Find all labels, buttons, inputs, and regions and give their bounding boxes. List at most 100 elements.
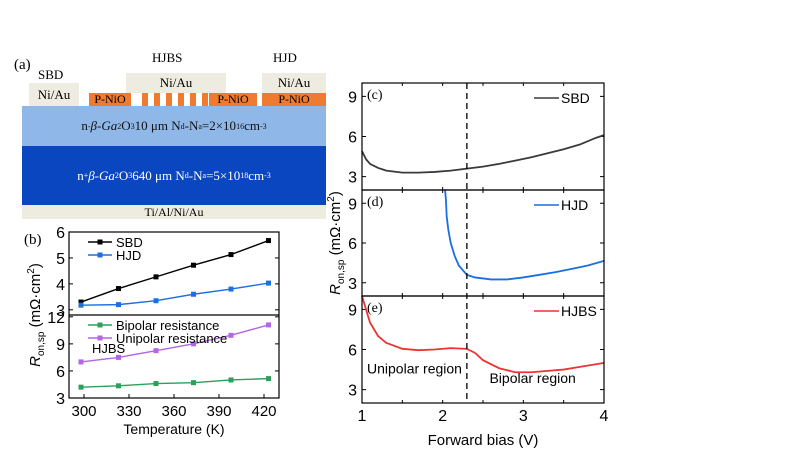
hjd-label: HJD <box>273 50 297 65</box>
legend-label: SBD <box>561 90 590 106</box>
data-point <box>228 252 234 258</box>
y-tick-label: 3 <box>56 391 65 408</box>
pnio-finger <box>202 93 208 106</box>
data-point <box>78 299 84 305</box>
legend-marker <box>97 322 103 328</box>
annotation-bipolar: Bipolar region <box>489 370 575 386</box>
x-tick-label: 300 <box>71 403 96 420</box>
panel-label-c: (c) <box>367 88 383 103</box>
y-tick-label: 6 <box>56 225 65 242</box>
pnio-finger <box>154 93 160 106</box>
data-point <box>116 383 121 389</box>
hjbs-pnio-left: P-NiO <box>89 92 131 106</box>
series-line-sbd <box>361 134 605 174</box>
y-tick-label: 6 <box>348 130 357 147</box>
data-point <box>153 381 159 387</box>
sbd-label: SBD <box>38 67 64 82</box>
series-line-bipolar-resistance <box>80 377 269 388</box>
data-point <box>78 359 84 365</box>
series-line-hjbs <box>361 295 605 374</box>
data-point <box>153 298 159 304</box>
data-point <box>116 302 121 308</box>
legend-label: SBD <box>116 235 143 250</box>
x-axis-label: Forward bias (V) <box>428 432 539 449</box>
data-point <box>78 384 84 390</box>
data-point <box>153 274 159 280</box>
hjbs-metal: Ni/Au <box>126 73 226 93</box>
y-axis-label: Ron,sp (mΩ·cm2) <box>326 191 347 295</box>
data-point <box>266 376 271 382</box>
legend-label: Bipolar resistance <box>116 318 219 333</box>
x-tick-label: 360 <box>161 403 186 420</box>
panel-label-a: (a) <box>14 57 31 73</box>
data-point <box>266 322 271 328</box>
x-tick-label: 390 <box>206 403 231 420</box>
annotation-unipolar: Unipolar region <box>367 361 462 377</box>
x-tick-label: 2 <box>438 408 447 425</box>
data-point <box>78 302 84 308</box>
series-line-unipolar-resistance <box>80 324 269 363</box>
y-axis-label: Ron,sp (mΩ·cm2) <box>26 263 47 367</box>
data-point <box>266 238 271 244</box>
data-point <box>191 262 196 268</box>
legend-label: HJD <box>561 197 588 213</box>
series-line-sbd <box>80 239 269 303</box>
pnio-finger <box>166 93 172 106</box>
series-line-hjd <box>444 189 605 281</box>
data-point <box>191 341 196 347</box>
x-axis-label: Temperature (K) <box>123 421 224 437</box>
sbd-metal: Ni/Au <box>29 83 79 106</box>
x-tick-label: 1 <box>358 408 367 425</box>
hjd-metal: Ni/Au <box>262 73 326 93</box>
data-point <box>116 286 121 292</box>
y-tick-label: 3 <box>348 383 357 400</box>
panel-label-d: (d) <box>367 195 384 210</box>
x-tick-label: 330 <box>116 403 141 420</box>
y-tick-label: 6 <box>56 364 65 381</box>
chart-cde: 3 6 9 SBD (c) 3 6 9 HJD (d) 3 6 9 HJBS (e) Unipolar reg… <box>326 82 609 449</box>
legend-marker <box>97 335 103 341</box>
y-tick-label: 9 <box>348 302 357 319</box>
data-point <box>191 380 196 386</box>
data-point <box>228 286 234 292</box>
hjbs-pnio-right: P-NiO <box>209 92 257 106</box>
y-tick-label: 9 <box>56 337 65 354</box>
legend-label: HJD <box>116 248 141 263</box>
legend-label: Unipolar resistance <box>116 331 227 346</box>
hjbs-label: HJBS <box>152 50 183 65</box>
pnio-finger <box>190 93 196 106</box>
annotation-hjbs: HJBS <box>92 341 126 356</box>
y-tick-label: 3 <box>348 170 357 187</box>
y-tick-label: 3 <box>348 276 357 293</box>
legend-label: HJBS <box>561 303 597 319</box>
data-point <box>191 291 196 297</box>
data-point <box>228 332 234 338</box>
data-point <box>228 377 234 383</box>
y-tick-label: 4 <box>56 277 65 294</box>
hjd-pnio: P-NiO <box>262 92 326 106</box>
series-line-hjd <box>80 282 269 306</box>
panel-label-e: (e) <box>367 301 383 316</box>
y-tick-label: 5 <box>56 251 65 268</box>
data-point <box>153 348 159 354</box>
data-point <box>116 354 121 360</box>
x-tick-label: 420 <box>251 403 276 420</box>
pnio-finger <box>178 93 184 106</box>
panel-label-b: (b) <box>24 232 42 248</box>
y-tick-label: 9 <box>348 196 357 213</box>
y-tick-label: 6 <box>348 343 357 360</box>
legend-marker <box>97 252 103 258</box>
back-contact-layer: Ti/Al/Ni/Au <box>22 205 326 219</box>
legend-marker <box>97 239 103 245</box>
y-tick-label: 6 <box>348 236 357 253</box>
subplot-frame <box>361 295 605 404</box>
x-tick-label: 4 <box>600 408 609 425</box>
pnio-finger <box>142 93 148 106</box>
data-point <box>266 280 271 286</box>
y-tick-label: 12 <box>47 310 65 327</box>
x-tick-label: 3 <box>519 408 528 425</box>
y-tick-label: 9 <box>348 89 357 106</box>
